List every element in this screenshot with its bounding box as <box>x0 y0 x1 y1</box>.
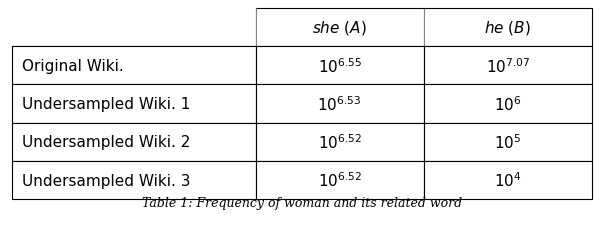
Text: Table 1: Frequency of woman and its related word: Table 1: Frequency of woman and its rela… <box>142 196 462 209</box>
